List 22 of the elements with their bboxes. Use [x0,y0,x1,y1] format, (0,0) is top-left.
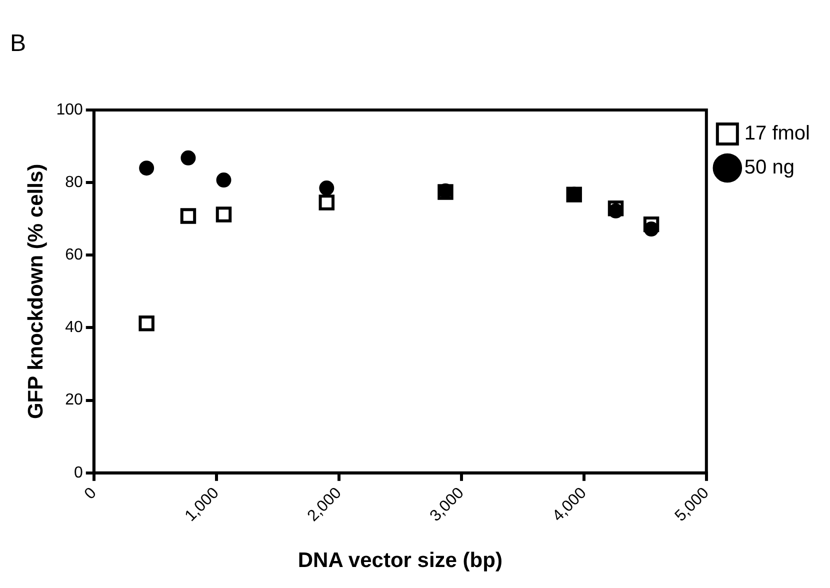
legend-label: 50 ng [744,156,794,179]
y-tick-label: 100 [56,101,83,118]
y-tick-label: 0 [74,464,83,482]
point [216,172,232,188]
x-axis-title: DNA vector size (bp) [298,549,502,572]
point [643,216,660,232]
point [180,208,196,224]
y-tick-label: 60 [65,246,83,264]
point [318,194,335,210]
y-tick-label: 40 [65,319,83,336]
legend-label: 17 fmol [744,122,810,145]
point [608,200,624,216]
point [319,180,334,196]
y-tick-label: 20 [65,392,83,409]
point [180,150,196,166]
point [139,160,154,176]
point [216,206,232,222]
x-tick-label: 0 [82,484,100,503]
point [138,316,154,332]
y-axis-title: GFP knockdown (% cells) [24,164,48,420]
text: B [10,30,26,58]
y-tick-label: 80 [65,174,83,191]
